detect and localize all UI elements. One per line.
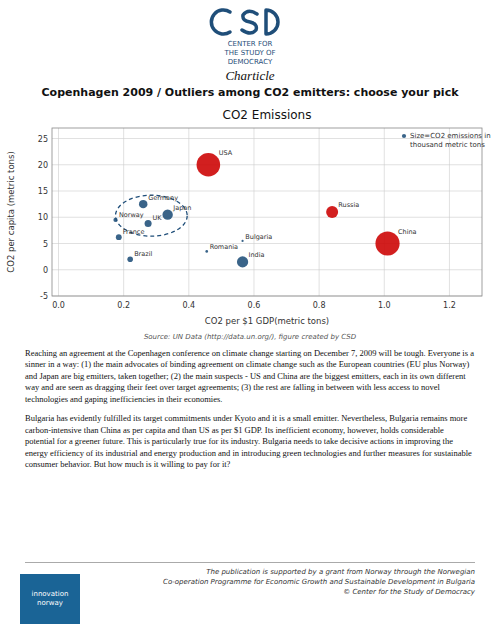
point-label: Norway <box>119 211 144 219</box>
paragraph: Bulgaria has evidently fulfilled its tar… <box>25 413 475 470</box>
bubble <box>145 220 152 227</box>
footer-text: The publication is supported by a grant … <box>163 568 475 597</box>
bubble <box>116 234 122 240</box>
marks <box>113 153 399 268</box>
grid-line <box>58 128 59 296</box>
legend-label: Size=CO2 emissions inthousand metric ton… <box>410 132 491 149</box>
x-tick-label: 0.2 <box>117 301 130 310</box>
bubble <box>113 218 117 222</box>
body-text: Reaching an agreement at the Copenhagen … <box>25 348 475 479</box>
csd-logo <box>0 2 500 42</box>
point-label: India <box>248 251 264 259</box>
point-labels: USA China Russia Germany Japan UK Norway France… <box>119 149 417 258</box>
grid-line <box>52 269 482 270</box>
charticle: Charticle <box>0 68 500 84</box>
plot-frame <box>52 128 482 296</box>
x-axis-label: CO2 per $1 GDP(metric tons) <box>205 316 329 326</box>
x-tick-label: 1.0 <box>378 301 391 310</box>
bubble <box>237 256 248 267</box>
legend-marker <box>402 134 406 138</box>
grid-line <box>52 191 482 192</box>
logo-stroke <box>242 11 257 33</box>
x-tick-label: 1.2 <box>443 301 456 310</box>
logo-text: CENTER FOR THE STUDY OF DEMOCRACY <box>0 40 500 67</box>
bubble <box>326 206 338 218</box>
chart: CO2 Emissions 0.0 0.2 0.4 0.6 0.8 1.0 1.2 -5 0 5 10… <box>0 104 500 332</box>
grid-line <box>52 164 482 165</box>
grid-line <box>384 128 385 296</box>
point-label: USA <box>219 149 233 157</box>
bubble <box>375 231 399 255</box>
y-tick-label: 5 <box>43 240 48 249</box>
grid <box>52 128 482 296</box>
logo-stroke <box>266 10 278 34</box>
y-tick-label: 10 <box>38 213 48 222</box>
grid-line <box>188 128 189 296</box>
bubble <box>162 209 172 219</box>
point-label: Romania <box>210 243 238 251</box>
sponsor-logo: innovation norway <box>20 574 80 624</box>
bubble <box>139 200 147 208</box>
x-tick-label: 0.6 <box>248 301 261 310</box>
headline: Copenhagen 2009 / Outliers among CO2 emi… <box>0 86 500 99</box>
y-tick-label: 20 <box>38 161 48 170</box>
paragraph: Reaching an agreement at the Copenhagen … <box>25 348 475 405</box>
bubble <box>127 256 133 262</box>
grid-line <box>319 128 320 296</box>
source-note: Source: UN Data (http://data.un.org/), f… <box>0 333 500 341</box>
point-label: Brazil <box>134 250 152 258</box>
grid-line <box>449 128 450 296</box>
grid-line <box>253 128 254 296</box>
bubble <box>197 153 221 177</box>
text-line: thousand metric tons <box>410 141 485 149</box>
y-tick-label: 0 <box>43 266 48 275</box>
x-tick-label: 0.8 <box>313 301 326 310</box>
x-tick-label: 0.0 <box>52 301 65 310</box>
point-label: Japan <box>172 204 191 212</box>
logo-stroke <box>211 10 230 34</box>
bubble <box>205 250 208 253</box>
point-label: UK <box>153 214 163 222</box>
y-axis-label: CO2 per capita (metric tons) <box>6 151 16 273</box>
point-label: France <box>123 228 145 236</box>
x-tick-label: 0.4 <box>182 301 195 310</box>
text-line: Size=CO2 emissions in <box>410 132 491 140</box>
legend: Size=CO2 emissions inthousand metric ton… <box>402 132 491 149</box>
point-label: Bulgaria <box>245 233 272 241</box>
point-label: Russia <box>338 201 359 209</box>
point-label: Germany <box>148 194 178 202</box>
point-label: China <box>398 228 417 236</box>
grid-line <box>52 243 482 244</box>
page: CENTER FOR THE STUDY OF DEMOCRACYChartic… <box>0 0 500 640</box>
bubble <box>241 240 243 242</box>
y-tick-label: 25 <box>38 135 48 144</box>
y-tick-label: -5 <box>40 292 48 301</box>
footer-rule <box>25 562 475 563</box>
chart-title: CO2 Emissions <box>223 108 312 122</box>
grid-line <box>52 217 482 218</box>
y-tick-label: 15 <box>38 187 48 196</box>
